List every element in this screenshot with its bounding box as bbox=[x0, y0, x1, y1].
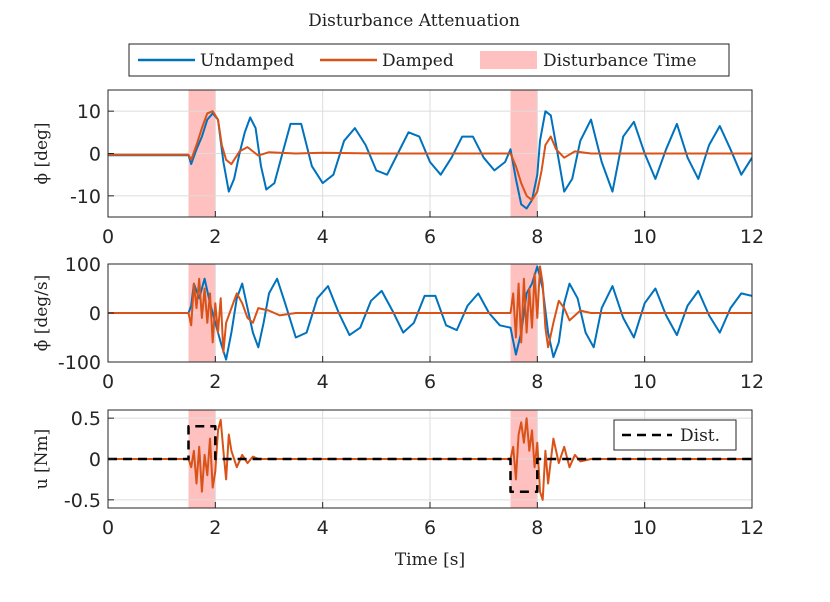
x-tick-label: 8 bbox=[531, 371, 543, 393]
y-tick-label: 0 bbox=[89, 144, 101, 166]
legend: Undamped Damped Disturbance Time bbox=[128, 43, 730, 77]
x-tick-label: 2 bbox=[209, 371, 221, 393]
y-tick-label: 0 bbox=[89, 303, 101, 325]
series-group bbox=[108, 265, 752, 361]
legend-box bbox=[128, 43, 730, 77]
x-tick-label: 4 bbox=[317, 517, 329, 539]
y-tick-label: 0.5 bbox=[71, 408, 101, 430]
x-tick-label: 0 bbox=[102, 226, 114, 248]
x-tick-label: 2 bbox=[209, 517, 221, 539]
y-tick-label: 10 bbox=[77, 101, 101, 123]
series-line-undamped bbox=[108, 110, 752, 210]
x-tick-label: 6 bbox=[424, 517, 436, 539]
x-tick-label: 10 bbox=[633, 371, 657, 393]
y-tick-label: 100 bbox=[65, 254, 101, 276]
legend-label-damped: Damped bbox=[382, 51, 454, 71]
y-axis-label: ϕ [deg] bbox=[32, 122, 52, 184]
x-tick-label: 0 bbox=[102, 371, 114, 393]
series-line-dist bbox=[108, 425, 752, 493]
legend-dist: Dist. bbox=[613, 419, 737, 451]
series-line-damped bbox=[108, 110, 752, 202]
y-tick-label: -10 bbox=[70, 186, 101, 208]
legend-swatch-disturbance bbox=[480, 51, 537, 69]
x-tick-label: 8 bbox=[531, 517, 543, 539]
subplot-u: 0 2 4 6 8 10 120.50-0.5u [Nm] Dist. bbox=[32, 408, 764, 539]
x-tick-label: 8 bbox=[531, 226, 543, 248]
series-group bbox=[108, 110, 752, 210]
x-tick-label: 10 bbox=[633, 226, 657, 248]
y-tick-label: 0 bbox=[89, 449, 101, 471]
y-axis-label: ϕ̇ [deg/s] bbox=[32, 275, 52, 352]
x-tick-label: 12 bbox=[740, 371, 764, 393]
x-tick-label: 10 bbox=[633, 517, 657, 539]
legend-dist-box bbox=[613, 419, 737, 451]
legend-dist-label: Dist. bbox=[680, 426, 720, 446]
y-tick-label: -0.5 bbox=[64, 490, 101, 512]
x-tick-label: 6 bbox=[424, 371, 436, 393]
y-tick-label: -100 bbox=[58, 352, 101, 374]
series-line-damped bbox=[108, 417, 752, 501]
series-group bbox=[108, 417, 752, 501]
legend-label-undamped: Undamped bbox=[200, 51, 294, 71]
x-axis-label: Time [s] bbox=[395, 550, 465, 570]
x-tick-label: 4 bbox=[317, 226, 329, 248]
x-tick-label: 12 bbox=[740, 226, 764, 248]
x-tick-label: 0 bbox=[102, 517, 114, 539]
x-tick-label: 12 bbox=[740, 517, 764, 539]
y-axis-label: u [Nm] bbox=[32, 429, 52, 490]
series-line-damped bbox=[108, 265, 752, 354]
x-tick-label: 6 bbox=[424, 226, 436, 248]
chart-title: Disturbance Attenuation bbox=[308, 11, 520, 31]
series-line-undamped bbox=[108, 265, 752, 361]
x-tick-label: 2 bbox=[209, 226, 221, 248]
legend-label-disturbance: Disturbance Time bbox=[543, 51, 697, 71]
x-tick-label: 4 bbox=[317, 371, 329, 393]
